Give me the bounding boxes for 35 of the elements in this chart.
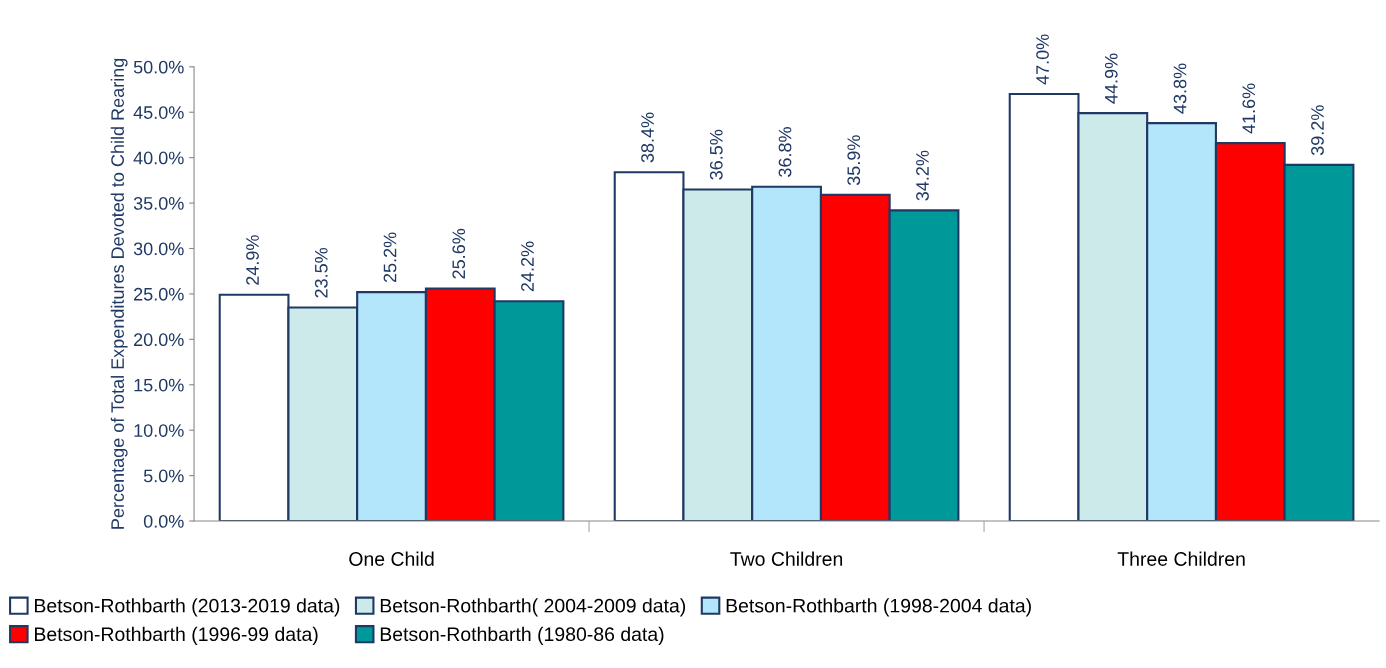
- y-axis-title: Percentage of Total Expenditures Devoted to Child Rearing: [110, 58, 128, 529]
- data-label: 35.9%: [847, 135, 861, 186]
- data-label: 36.5%: [709, 129, 723, 180]
- data-label: 47.0%: [1036, 34, 1049, 85]
- x-tick-label: Three Children: [1117, 551, 1245, 566]
- data-label: 36.8%: [778, 127, 792, 177]
- legend-label: Betson-Rothbarth (2013-2019 data): [35, 598, 340, 617]
- data-label: 38.4%: [641, 112, 654, 163]
- data-label: 24.2%: [521, 241, 534, 292]
- y-tick-label: 10.0%: [134, 424, 184, 437]
- legend-label: Betson-Rothbarth (1998-2004 data): [726, 598, 1031, 617]
- legend-label: Betson-Rothbarth (1996-99 data): [35, 626, 318, 645]
- y-tick-label: 35.0%: [133, 197, 184, 210]
- x-tick-label: One Child: [349, 551, 434, 566]
- y-tick-label: 5.0%: [143, 469, 184, 483]
- data-label: 39.2%: [1311, 105, 1324, 156]
- data-label: 44.9%: [1104, 53, 1118, 104]
- data-label: 24.9%: [246, 235, 259, 285]
- x-tick-label: Two Children: [730, 551, 843, 566]
- y-tick-label: 0.0%: [143, 514, 184, 528]
- y-tick-label: 15.0%: [134, 378, 184, 392]
- data-label: 25.2%: [383, 232, 397, 283]
- y-tick-label: 30.0%: [133, 242, 184, 256]
- data-label: 23.5%: [314, 247, 328, 298]
- y-tick-label: 50.0%: [133, 60, 184, 74]
- y-tick-label: 25.0%: [134, 287, 184, 301]
- data-label: 41.6%: [1242, 83, 1256, 134]
- legend-label: Betson-Rothbarth( 2004-2009 data): [380, 598, 686, 617]
- y-tick-label: 40.0%: [133, 151, 184, 165]
- y-tick-label: 20.0%: [134, 333, 184, 347]
- data-label: 25.6%: [452, 228, 466, 279]
- data-label: 34.2%: [916, 150, 929, 201]
- legend-label: Betson-Rothbarth (1980-86 data): [380, 626, 664, 645]
- y-tick-label: 45.0%: [133, 106, 184, 119]
- data-label: 43.8%: [1173, 63, 1187, 114]
